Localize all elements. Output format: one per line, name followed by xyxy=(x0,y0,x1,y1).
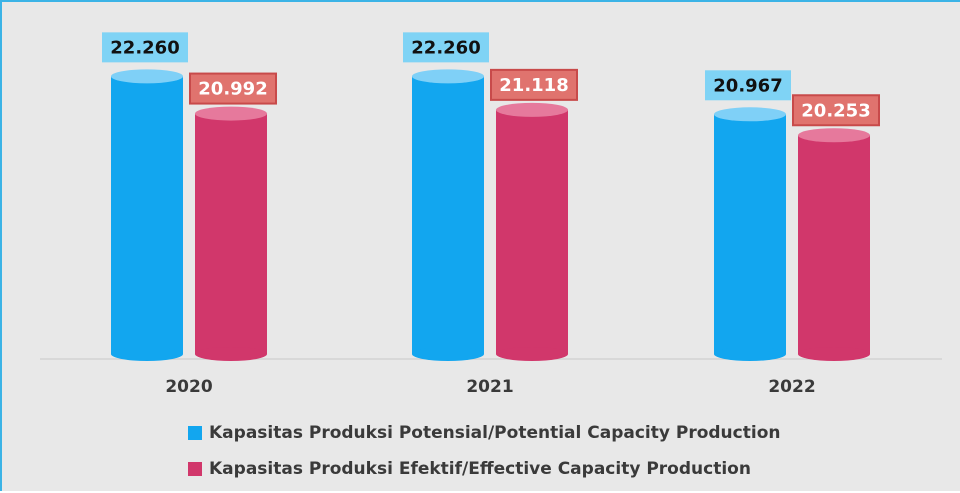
data-label-box-effective-2020 xyxy=(189,72,277,105)
data-label-effective-2021: 21.118 xyxy=(499,75,568,96)
bar-base-effective-2020 xyxy=(195,347,267,361)
data-label-potential-2021: 22.260 xyxy=(411,37,480,58)
data-label-effective-2022: 20.253 xyxy=(801,100,870,121)
bar-base-effective-2022 xyxy=(798,347,870,361)
bar-effective-2022 xyxy=(798,135,870,354)
bar-effective-2021 xyxy=(496,109,568,354)
legend-swatch-potential xyxy=(188,426,202,440)
chart-legend: Kapasitas Produksi Potensial/Potential C… xyxy=(188,420,780,492)
bar-top-effective-2021 xyxy=(496,102,568,117)
x-tick-label-2020: 2020 xyxy=(165,377,212,397)
legend-label-potential: Kapasitas Produksi Potensial/Potential C… xyxy=(209,423,781,443)
legend-item-potential: Kapasitas Produksi Potensial/Potential C… xyxy=(188,420,780,446)
data-label-box-effective-2022 xyxy=(792,94,880,127)
bar-potential-2020 xyxy=(111,76,183,354)
data-label-effective-2020: 20.992 xyxy=(198,79,267,100)
data-label-box-potential-2020 xyxy=(102,32,188,63)
x-tick-label-2021: 2021 xyxy=(466,377,513,397)
legend-label-effective: Kapasitas Produksi Efektif/Effective Cap… xyxy=(209,459,751,479)
bar-top-potential-2022 xyxy=(714,107,786,122)
bar-base-potential-2021 xyxy=(412,347,484,361)
data-label-box-potential-2021 xyxy=(403,32,489,63)
bar-potential-2021 xyxy=(412,76,484,354)
legend-swatch-effective xyxy=(188,462,202,476)
legend-item-effective: Kapasitas Produksi Efektif/Effective Cap… xyxy=(188,456,780,482)
bar-base-potential-2022 xyxy=(714,347,786,361)
data-label-box-potential-2022 xyxy=(705,70,791,101)
data-label-potential-2020: 22.260 xyxy=(110,37,179,58)
x-tick-label-2022: 2022 xyxy=(768,377,815,397)
data-label-potential-2022: 20.967 xyxy=(713,75,782,96)
data-label-box-effective-2021 xyxy=(490,68,578,101)
bar-base-effective-2021 xyxy=(496,347,568,361)
bar-base-potential-2020 xyxy=(111,347,183,361)
bar-potential-2022 xyxy=(714,114,786,354)
bar-top-potential-2021 xyxy=(412,69,484,84)
bar-effective-2020 xyxy=(195,113,267,355)
bar-top-effective-2022 xyxy=(798,128,870,143)
bar-top-potential-2020 xyxy=(111,69,183,84)
bar-top-effective-2020 xyxy=(195,106,267,121)
